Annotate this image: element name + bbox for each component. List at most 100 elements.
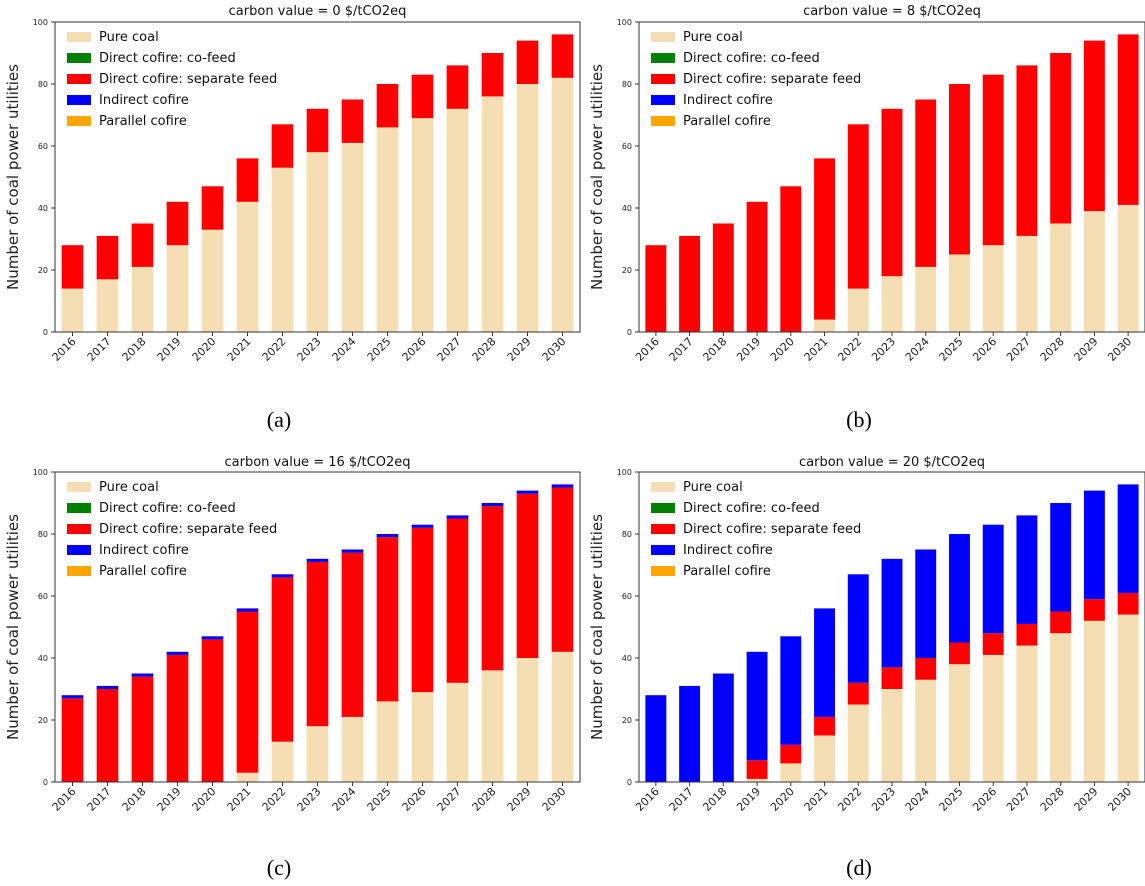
legend-swatch — [651, 95, 675, 105]
legend-label: Direct cofire: co-feed — [683, 51, 820, 66]
bar-2025-series-2 — [949, 84, 970, 255]
x-tick-label: 2023 — [295, 785, 324, 814]
x-tick-label: 2029 — [505, 785, 534, 814]
bar-2030-series-0 — [1117, 614, 1139, 782]
bar-2020-series-3 — [780, 636, 802, 745]
x-tick-label: 2027 — [435, 335, 464, 364]
bar-2029-series-2 — [516, 493, 539, 658]
bar-2030-series-2 — [551, 34, 574, 78]
legend-swatch — [67, 32, 91, 42]
y-tick-label: 80 — [38, 80, 48, 89]
bar-2026-series-0 — [982, 245, 1004, 332]
bar-2024-series-2 — [341, 99, 364, 143]
bar-2018-series-2 — [131, 223, 154, 267]
x-tick-label: 2025 — [937, 785, 966, 814]
bar-2019-series-2 — [166, 201, 189, 246]
bar-2029-series-0 — [516, 658, 539, 782]
bar-2028-series-2 — [481, 506, 504, 671]
x-tick-label: 2023 — [295, 335, 324, 364]
bar-2029-series-3 — [516, 490, 539, 494]
x-tick-label: 2017 — [85, 785, 114, 814]
bar-2021-series-3 — [236, 608, 259, 612]
bar-2021-series-0 — [814, 319, 835, 332]
legend: Pure coal Direct cofire: co-feed Direct co… — [67, 30, 277, 129]
legend-swatch — [67, 116, 91, 126]
legend-swatch — [67, 74, 91, 84]
bar-2023-series-2 — [306, 108, 329, 153]
x-tick-label: 2028 — [1038, 785, 1067, 814]
y-tick-label: 80 — [622, 530, 632, 539]
legend: Pure coal Direct cofire: co-feed Direct co… — [651, 30, 861, 129]
y-tick-label: 60 — [38, 142, 48, 151]
bar-2029-series-2 — [1083, 599, 1105, 621]
bar-2022-series-0 — [847, 704, 869, 782]
bar-2025-series-2 — [376, 84, 399, 128]
bar-2020-series-2 — [780, 744, 802, 764]
caption-d: (d) — [846, 855, 872, 880]
x-tick-label: 2018 — [700, 335, 729, 364]
y-tick-label: 0 — [43, 328, 48, 337]
y-tick-label: 60 — [38, 592, 48, 601]
x-tick-label: 2021 — [225, 785, 254, 814]
bar-2028-series-0 — [1050, 223, 1072, 332]
x-tick-label: 2026 — [400, 335, 429, 364]
bar-2022-series-2 — [847, 682, 869, 705]
bar-2025-series-2 — [949, 642, 970, 665]
bar-2024-series-2 — [915, 658, 937, 680]
bar-2026-series-0 — [982, 654, 1004, 782]
x-tick-label: 2020 — [190, 335, 219, 364]
bar-2021-series-2 — [814, 716, 835, 736]
bar-2023-series-2 — [881, 108, 903, 277]
bar-2017-series-2 — [96, 689, 119, 782]
legend-label: Direct cofire: separate feed — [99, 522, 277, 537]
caption-c: (c) — [266, 855, 292, 880]
bar-2026-series-2 — [982, 74, 1004, 246]
bar-2029-series-0 — [516, 84, 539, 332]
chart-title: carbon value = 16 $/tCO2eq — [225, 455, 411, 470]
bar-2026-series-0 — [411, 692, 434, 782]
y-tick-label: 20 — [622, 716, 632, 725]
bar-2026-series-2 — [982, 633, 1004, 655]
legend-swatch — [651, 566, 675, 576]
bar-2027-series-3 — [446, 515, 469, 519]
plot-frame — [638, 21, 1145, 333]
x-tick-label: 2030 — [540, 785, 569, 814]
bar-2024-series-3 — [915, 549, 937, 658]
legend-label: Indirect cofire — [99, 93, 189, 108]
bar-2020-series-2 — [780, 186, 802, 332]
legend: Pure coal Direct cofire: co-feed Direct co… — [651, 480, 861, 579]
x-tick-label: 2017 — [667, 785, 696, 814]
bar-2024-series-0 — [341, 142, 364, 332]
x-tick-label: 2018 — [700, 785, 729, 814]
bar-2029-series-2 — [516, 40, 539, 84]
x-tick-label: 2026 — [970, 785, 999, 814]
bar-2028-series-3 — [481, 503, 504, 507]
x-tick-label: 2029 — [1072, 785, 1101, 814]
x-tick-label: 2016 — [50, 785, 79, 814]
bar-2022-series-0 — [271, 167, 294, 332]
x-tick-label: 2017 — [667, 335, 696, 364]
bar-2024-series-0 — [915, 679, 937, 782]
bar-2028-series-3 — [1050, 503, 1072, 612]
bar-2019-series-3 — [746, 651, 768, 761]
x-tick-label: 2030 — [1105, 785, 1134, 814]
y-tick-label: 40 — [38, 204, 48, 213]
x-tick-label: 2027 — [1004, 335, 1033, 364]
bar-2029-series-3 — [1083, 490, 1105, 600]
bar-2027-series-0 — [1016, 235, 1038, 332]
bar-2021-series-3 — [814, 608, 835, 717]
x-tick-label: 2027 — [1004, 785, 1033, 814]
bar-2027-series-2 — [1016, 623, 1038, 646]
y-tick-label: 100 — [33, 18, 48, 27]
y-tick-label: 20 — [622, 266, 632, 275]
bar-2030-series-0 — [551, 77, 574, 332]
bar-2021-series-2 — [236, 611, 259, 773]
x-tick-label: 2020 — [190, 785, 219, 814]
x-tick-label: 2022 — [835, 335, 864, 364]
bar-2020-series-0 — [201, 229, 224, 332]
y-axis-label: Number of coal power utilities — [588, 514, 606, 740]
bar-2030-series-3 — [1117, 484, 1139, 593]
chart-panel-2: carbon value = 16 $/tCO2eq Number of coal… — [4, 455, 581, 814]
legend-swatch — [651, 545, 675, 555]
bar-2028-series-2 — [1050, 53, 1072, 224]
